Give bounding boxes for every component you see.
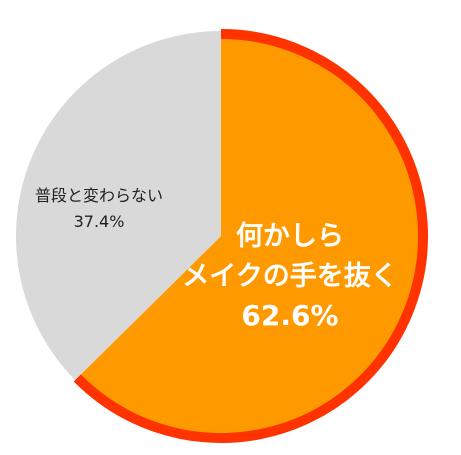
pie-slice-1-label-line-1: 何かしら — [236, 221, 344, 252]
pie-slice-1-value-label: 62.6% — [241, 299, 338, 332]
pie-slice-2 — [16, 31, 221, 381]
pie-slice-1 — [75, 31, 426, 442]
pie-slice-1-outline — [73, 29, 428, 443]
pie-slice-2-label-line-1: 普段と変わらない — [35, 186, 163, 205]
pie-slice-1-label-line-2: メイクの手を抜く — [182, 261, 397, 292]
pie-slices — [16, 29, 428, 443]
pie-slice-2-value-label: 37.4% — [74, 212, 125, 231]
